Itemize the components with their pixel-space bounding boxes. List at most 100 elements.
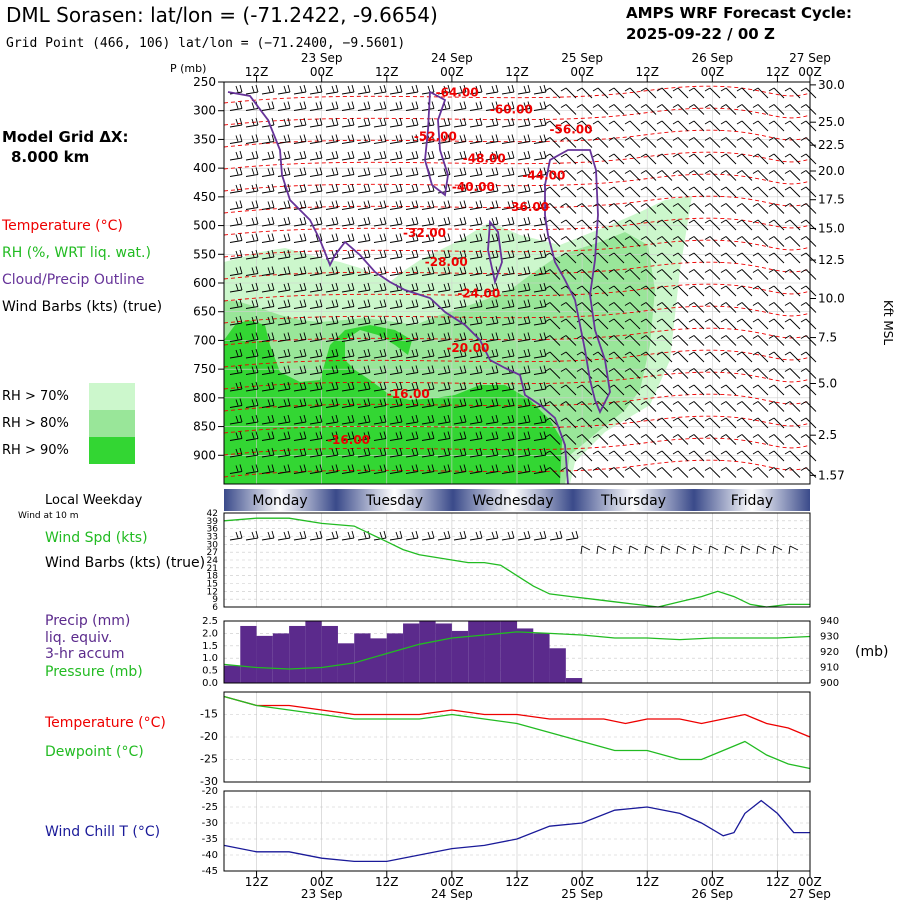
precip-bar (419, 621, 436, 683)
wind-barb (325, 134, 339, 144)
wind-barb (373, 282, 387, 293)
isotherm-line (223, 239, 811, 258)
wind-barb (245, 365, 259, 375)
wind-barb (784, 170, 801, 181)
bottom-xtick-label: 12Z (505, 875, 529, 889)
wind-barb (373, 315, 387, 326)
wind-barb (357, 365, 371, 375)
wind-barb (672, 285, 689, 297)
wind-barb (373, 447, 387, 458)
wind-barb (640, 269, 657, 280)
wind-barb (560, 302, 577, 313)
wind-barb (640, 170, 657, 181)
wind-barb (309, 431, 323, 441)
wind-barb (501, 381, 515, 392)
wind-barb (373, 101, 387, 111)
wind-barb (405, 216, 419, 227)
top-xtick-label: 00Z (570, 65, 594, 79)
wind-barb (704, 434, 721, 445)
wind-barb (624, 186, 641, 198)
wind-barb (501, 117, 515, 128)
wind-barb (656, 434, 673, 445)
wind-barb (245, 414, 259, 425)
wind-barb (389, 348, 403, 359)
wind-barb (800, 318, 817, 330)
legend-temperature: Temperature (°C) (1, 218, 123, 234)
wind-barb (656, 417, 673, 429)
panel-ytick-label: -45 (202, 866, 218, 877)
wind-barb (453, 332, 467, 342)
wind-barb (720, 252, 737, 264)
wind-barb (325, 381, 339, 392)
wind-barb (720, 302, 737, 313)
wind-barb (453, 414, 467, 425)
wind-barb (560, 186, 577, 198)
wind-barb (672, 351, 689, 363)
panel-ytick-label: 2.0 (202, 628, 218, 639)
wind-barb (277, 414, 291, 425)
precip-bar (403, 623, 420, 683)
wind-barb (341, 381, 355, 392)
wind-barb (229, 414, 243, 425)
wind-barb (736, 302, 753, 313)
wind-barb (325, 183, 339, 194)
wind-barb (341, 183, 355, 194)
pressure-ytick-label: 920 (820, 647, 839, 658)
wind-barb (624, 318, 641, 330)
wind-barb (501, 464, 515, 474)
precip-bar (289, 625, 306, 683)
wind-barb (624, 219, 641, 231)
wind-barb (576, 434, 593, 445)
wind-barb (720, 351, 737, 363)
wind-barb (421, 266, 435, 276)
height-tick-label: 5.0 (818, 377, 837, 391)
isotherm-line (223, 371, 811, 390)
cloud-outline (487, 219, 503, 286)
precip-sublabel-1: liq. equiv. (45, 630, 112, 646)
wind-barb (704, 302, 721, 313)
wind-barb (768, 401, 785, 412)
windchill-line (223, 799, 810, 863)
top-date-label: 23 Sep (301, 51, 343, 65)
wind-barb (640, 302, 657, 313)
wind-barb (592, 450, 609, 462)
precip-bar (256, 635, 273, 683)
wind-barb (640, 219, 657, 231)
wind-barb (325, 332, 339, 342)
wind-barb (544, 450, 561, 462)
top-date-label: 27 Sep (789, 51, 831, 65)
wind-barb (752, 450, 769, 462)
wind-barb (624, 87, 641, 99)
wind-barb (245, 447, 259, 458)
bottom-xtick-label: 00Z (570, 875, 594, 889)
wind-barb (437, 84, 451, 95)
wind-barb (544, 368, 561, 379)
wind-barb (800, 351, 817, 363)
wind-barb (752, 285, 769, 297)
wind-barb (576, 120, 593, 132)
wind-barb (688, 467, 705, 478)
wind-barb (389, 249, 403, 260)
surface-wind-barb (389, 530, 403, 541)
wind-barb (373, 200, 387, 210)
wind-barb (453, 216, 467, 227)
top-xtick-label: 12Z (375, 65, 399, 79)
wind-barb (437, 414, 451, 425)
bottom-xtick-label: 12Z (766, 875, 790, 889)
wind-barb (405, 249, 419, 260)
wind-barb (437, 431, 451, 441)
wind-barb (357, 414, 371, 425)
wind-barb (357, 249, 371, 260)
wind-barb (672, 302, 689, 313)
wind-barb (517, 101, 531, 111)
wind-barb (576, 203, 593, 214)
wind-barb (704, 219, 721, 231)
wind-barb (544, 351, 561, 363)
wind-barb (357, 431, 371, 441)
wind-barb (592, 302, 609, 313)
wind-barb (277, 134, 291, 144)
wind-barb (229, 447, 243, 458)
panel-ytick-label: 27 (207, 548, 218, 558)
wind-barb (485, 414, 499, 425)
wind-barb (800, 137, 817, 148)
